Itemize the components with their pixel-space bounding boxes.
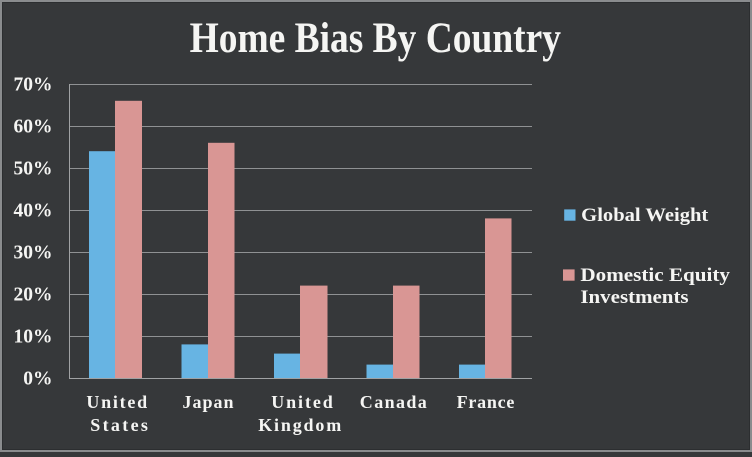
svg-text:30%: 30% [14,243,53,264]
svg-text:0%: 0% [23,369,52,390]
svg-text:20%: 20% [14,285,53,306]
svg-text:40%: 40% [14,201,53,222]
svg-text:Canada: Canada [360,392,427,412]
svg-text:Investments: Investments [580,287,688,308]
svg-text:Global Weight: Global Weight [581,205,709,226]
svg-text:50%: 50% [14,159,53,180]
svg-text:United: United [271,392,333,412]
svg-text:10%: 10% [14,327,53,348]
svg-text:Japan: Japan [183,392,234,412]
svg-text:60%: 60% [14,117,53,138]
svg-text:Kingdom: Kingdom [258,415,341,435]
svg-text:United: United [86,392,147,412]
svg-text:States: States [90,415,148,435]
svg-text:70%: 70% [14,75,53,96]
svg-text:Domestic Equity: Domestic Equity [580,265,730,286]
svg-text:Home Bias By Country: Home Bias By Country [190,15,562,62]
svg-text:France: France [457,392,515,412]
